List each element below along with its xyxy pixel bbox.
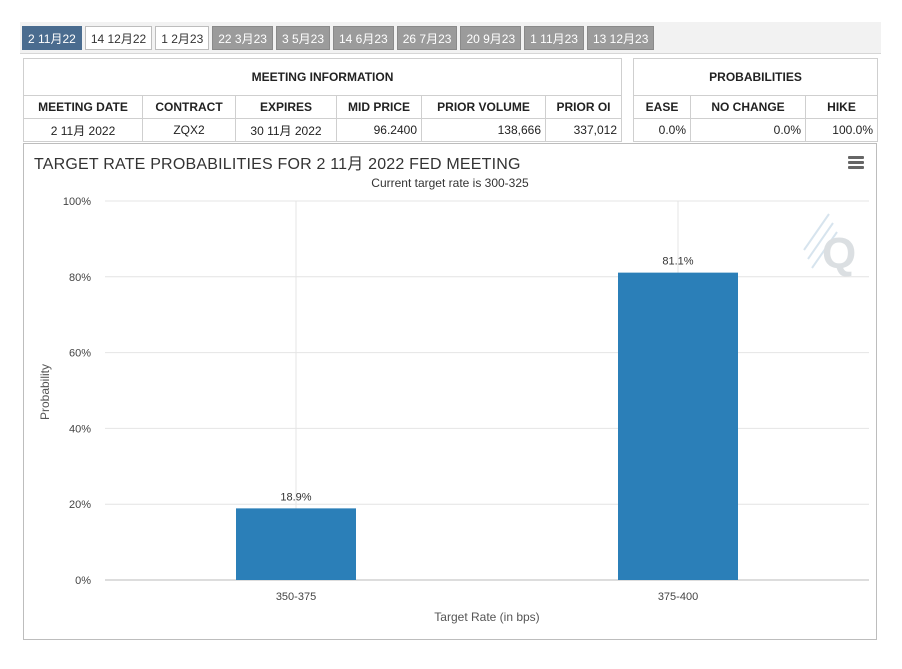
meeting-tab[interactable]: 14 12月22 — [84, 26, 153, 50]
meeting-tab[interactable]: 2 11月22 — [22, 26, 82, 50]
col-expires: EXPIRES — [235, 95, 337, 119]
col-ease: EASE — [633, 95, 691, 119]
y-tick-label: 0% — [75, 575, 91, 587]
meeting-tab[interactable]: 26 7月23 — [396, 26, 458, 50]
prior-oi-value: 337,012 — [545, 118, 622, 142]
y-tick-label: 100% — [63, 196, 91, 208]
watermark-q-logo: Q — [803, 213, 856, 278]
no-change-value: 0.0% — [690, 118, 806, 142]
y-axis-title: Probability — [38, 364, 52, 420]
meeting-tab-strip: 2 11月22 14 12月22 1 2月23 22 3月23 3 5月23 14 6月2… — [20, 22, 881, 54]
meeting-tab[interactable]: 3 5月23 — [275, 26, 330, 50]
meeting-tab[interactable]: 22 3月23 — [212, 26, 273, 50]
col-contract: CONTRACT — [142, 95, 236, 119]
meeting-tab[interactable]: 20 9月23 — [460, 26, 522, 50]
col-no-change: NO CHANGE — [690, 95, 806, 119]
bar-data-label: 81.1% — [662, 256, 693, 268]
bar-375-400[interactable] — [618, 272, 738, 580]
table-row: 0.0% 0.0% 100.0% — [633, 118, 878, 142]
col-prior-oi: PRIOR OI — [545, 95, 622, 119]
chart-labels: 0% 20% 40% 60% 80% 100% 18.9% 350-375 81.1% 375-4… — [63, 196, 698, 603]
meeting-tab[interactable]: 1 11月23 — [524, 26, 584, 50]
probabilities-heading: PROBABILITIES — [633, 58, 878, 96]
meeting-tab[interactable]: 14 6月23 — [333, 26, 394, 50]
expires-value: 30 11月 2022 — [235, 118, 337, 142]
col-prior-volume: PRIOR VOLUME — [421, 95, 546, 119]
meeting-information-heading: MEETING INFORMATION — [23, 58, 622, 96]
chart-subtitle: Current target rate is 300-325 — [371, 176, 529, 190]
chart-title: TARGET RATE PROBABILITIES FOR 2 11月 2022… — [34, 156, 521, 173]
bar-data-label: 18.9% — [280, 491, 311, 503]
chart-panel: Q 0% 20% 40% 60% 80% 100% 18.9% 350-375 81.1% 375… — [23, 143, 877, 640]
y-tick-label: 20% — [69, 499, 91, 511]
y-tick-label: 80% — [69, 272, 91, 284]
bar-350-375[interactable] — [236, 508, 356, 580]
x-tick-label: 375-400 — [658, 591, 698, 603]
meeting-information-table: MEETING INFORMATION MEETING DATE CONTRAC… — [23, 58, 622, 142]
x-tick-label: 350-375 — [276, 591, 316, 603]
y-tick-label: 60% — [69, 348, 91, 360]
table-row: 2 11月 2022 ZQX2 30 11月 2022 96.2400 138,… — [23, 118, 622, 142]
col-mid-price: MID PRICE — [336, 95, 422, 119]
y-tick-label: 40% — [69, 423, 91, 435]
meeting-date-value: 2 11月 2022 — [23, 118, 143, 142]
contract-value: ZQX2 — [142, 118, 236, 142]
chart-gridlines — [105, 200, 869, 581]
mid-price-value: 96.2400 — [336, 118, 422, 142]
probabilities-table: PROBABILITIES EASE NO CHANGE HIKE 0.0% 0… — [633, 58, 878, 142]
col-meeting-date: MEETING DATE — [23, 95, 143, 119]
svg-text:Q: Q — [822, 229, 856, 278]
prior-volume-value: 138,666 — [421, 118, 546, 142]
chart-bars — [236, 272, 738, 580]
x-axis-title: Target Rate (in bps) — [434, 610, 539, 624]
target-rate-bar-chart: Q 0% 20% 40% 60% 80% 100% 18.9% 350-375 81.1% 375… — [38, 196, 869, 624]
col-hike: HIKE — [805, 95, 878, 119]
meeting-tabs: 2 11月22 14 12月22 1 2月23 22 3月23 3 5月23 14 6月2… — [22, 26, 655, 50]
meeting-tab[interactable]: 1 2月23 — [155, 26, 210, 50]
chart-menu-icon[interactable] — [848, 156, 864, 170]
meeting-tab[interactable]: 13 12月23 — [586, 26, 655, 50]
ease-value: 0.0% — [633, 118, 691, 142]
hike-value: 100.0% — [805, 118, 878, 142]
